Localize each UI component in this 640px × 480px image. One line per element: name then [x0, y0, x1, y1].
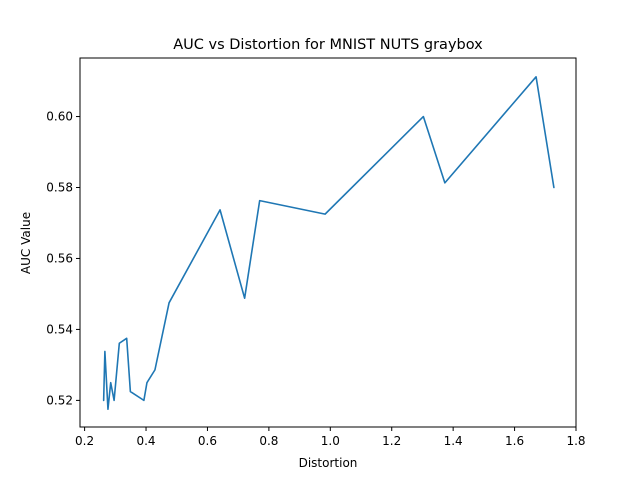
- y-tick-label: 0.60: [46, 110, 73, 124]
- plot-area: [79, 57, 577, 428]
- y-tick-label: 0.58: [46, 181, 73, 195]
- x-tick-label: 0.6: [198, 434, 217, 448]
- x-tick-label: 0.4: [136, 434, 155, 448]
- chart-title: AUC vs Distortion for MNIST NUTS graybox: [173, 37, 483, 53]
- x-tick-label: 1.6: [505, 434, 524, 448]
- x-tick-label: 1.4: [444, 434, 463, 448]
- x-tick-label: 0.8: [259, 434, 278, 448]
- plot-frame: [79, 57, 577, 428]
- x-tick-label: 1.0: [321, 434, 340, 448]
- y-axis: 0.52 0.54 0.56 0.58 0.60: [46, 110, 80, 407]
- x-tick-label: 0.2: [75, 434, 94, 448]
- x-axis-label: Distortion: [299, 456, 358, 470]
- y-tick-label: 0.54: [46, 322, 73, 336]
- x-tick-label: 1.8: [566, 434, 585, 448]
- y-tick-label: 0.56: [46, 251, 73, 265]
- series-line-auc: [102, 76, 555, 411]
- y-tick-label: 0.52: [46, 393, 73, 407]
- y-axis-label: AUC Value: [19, 212, 33, 274]
- x-axis: 0.2 0.4 0.6 0.8 1.0 1.2 1.4 1.6 1.8: [75, 427, 586, 448]
- x-tick-label: 1.2: [382, 434, 401, 448]
